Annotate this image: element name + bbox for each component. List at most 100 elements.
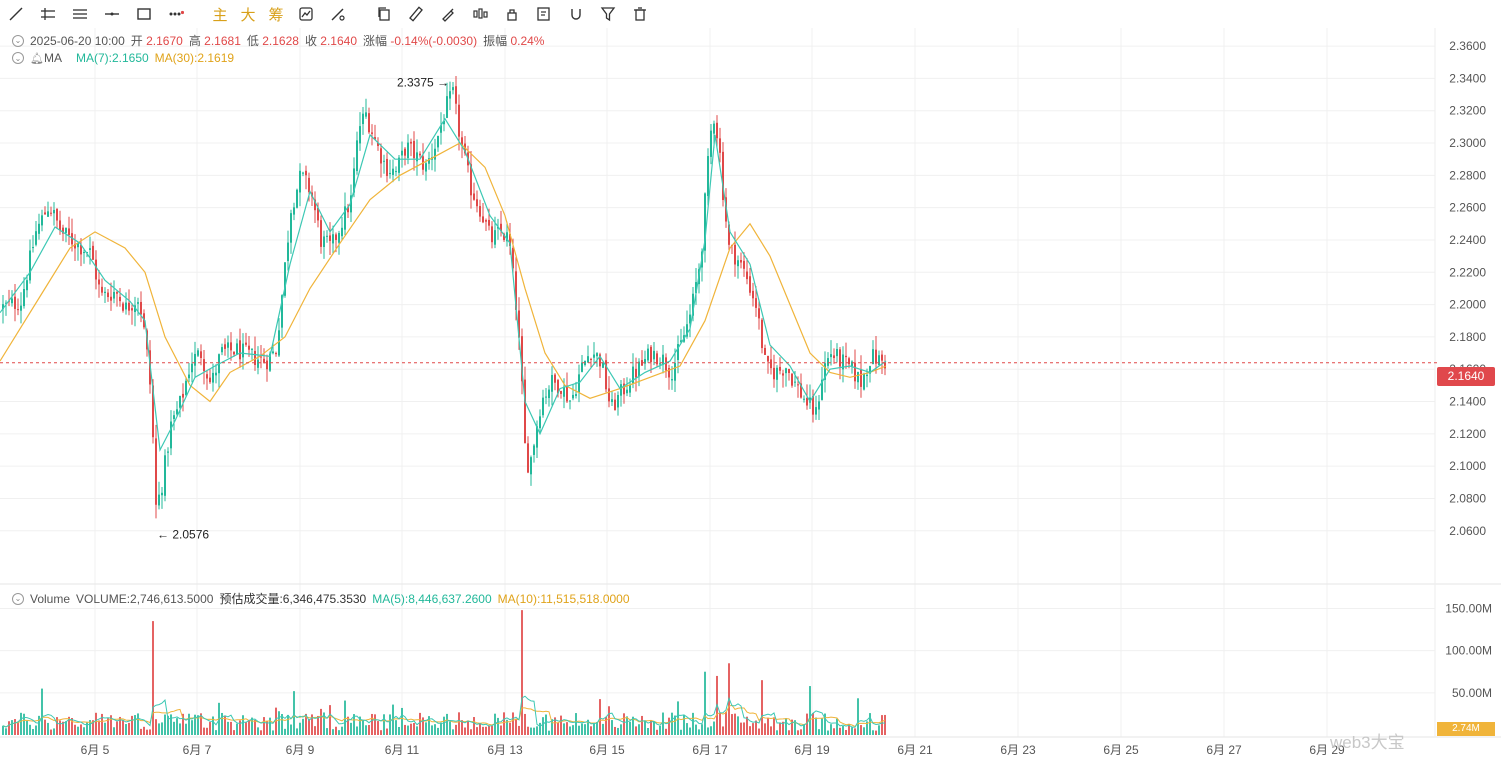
candle-body: [401, 150, 403, 156]
collapse-icon[interactable]: ⌄: [12, 34, 24, 47]
volume-bar: [647, 728, 649, 735]
volume-bar: [206, 727, 208, 735]
collapse-icon[interactable]: ⌄: [12, 52, 24, 64]
candle-body: [875, 349, 877, 364]
candle-body: [71, 233, 73, 245]
volume-bar: [749, 726, 751, 735]
candle-body: [710, 130, 712, 157]
candle-body: [815, 407, 817, 415]
vol-ma10-value: MA(10):11,515,518.0000: [497, 591, 630, 606]
volume-bar: [737, 716, 739, 735]
candle-body: [788, 368, 790, 374]
volume-bar: [296, 728, 298, 735]
volume-bar: [608, 706, 610, 735]
candle-body: [656, 353, 658, 365]
candle-type-icon[interactable]: [464, 0, 496, 28]
delete-icon[interactable]: [624, 0, 656, 28]
volume-bar: [335, 726, 337, 735]
volume-bar: [185, 723, 187, 735]
volume-bar: [800, 729, 802, 735]
volume-bar: [392, 704, 394, 735]
candle-body: [158, 494, 160, 506]
volume-bar: [476, 727, 478, 735]
candle-body: [113, 291, 115, 299]
low-label: 低: [246, 34, 259, 48]
horizontal-line-icon[interactable]: [96, 0, 128, 28]
volume-bar: [266, 720, 268, 735]
candle-body: [794, 381, 796, 383]
candle-body: [203, 359, 205, 372]
volume-bar: [638, 724, 640, 735]
big-order-button[interactable]: 大: [240, 6, 256, 24]
volume-bar: [629, 721, 631, 735]
bell-icon[interactable]: 🔔︎: [30, 52, 44, 65]
lock-icon[interactable]: [496, 0, 528, 28]
rectangle-icon[interactable]: [128, 0, 160, 28]
collapse-icon[interactable]: ⌄: [12, 592, 24, 605]
candle-body: [161, 492, 163, 496]
volume-bar: [467, 720, 469, 735]
candle-body: [263, 358, 265, 363]
candle-body: [629, 385, 631, 393]
volume-bar: [419, 712, 421, 735]
volume-bar: [71, 718, 73, 735]
candle-body: [179, 395, 181, 408]
volume-bar: [320, 708, 322, 735]
volume-bar: [194, 714, 196, 735]
line-tool-icon[interactable]: [0, 0, 32, 28]
candle-body: [419, 153, 421, 156]
volume-bar: [164, 714, 166, 735]
volume-bar: [488, 725, 490, 735]
magnet-icon[interactable]: [560, 0, 592, 28]
volume-bar: [563, 723, 565, 735]
volume-bar: [503, 712, 505, 735]
time-tick-label: 6月 27: [1206, 743, 1242, 757]
volume-bar: [281, 714, 283, 735]
candle-body: [842, 354, 844, 370]
edit-note-icon[interactable]: [528, 0, 560, 28]
indicator-icon[interactable]: [290, 0, 322, 28]
candle-body: [491, 226, 493, 243]
horizontal-ray-icon[interactable]: [32, 0, 64, 28]
measure-icon[interactable]: [322, 0, 354, 28]
candle-body: [485, 220, 487, 222]
volume-bar: [110, 715, 112, 735]
candle-body: [41, 215, 43, 226]
parallel-lines-icon[interactable]: [64, 0, 96, 28]
volume-bar: [314, 726, 316, 735]
volume-bar: [242, 715, 244, 735]
candle-body: [38, 223, 40, 234]
candle-body: [845, 355, 847, 358]
candle-body: [737, 260, 739, 267]
volume-bar: [347, 716, 349, 735]
volume-bar: [365, 725, 367, 735]
candle-body: [572, 394, 574, 399]
volume-bar: [257, 727, 259, 735]
candle-body: [230, 342, 232, 351]
candle-body: [761, 319, 763, 349]
candle-body: [836, 348, 838, 357]
brush-icon[interactable]: [432, 0, 464, 28]
volume-bar: [809, 686, 811, 735]
vol-ma5-value: MA(5):8,446,637.2600: [372, 591, 492, 606]
candle-body: [281, 295, 283, 328]
candle-body: [224, 344, 226, 349]
volume-bar: [212, 716, 214, 735]
volume-bar: [179, 723, 181, 735]
candle-body: [356, 140, 358, 172]
main-chart-button[interactable]: 主: [212, 6, 228, 24]
copy-icon[interactable]: [368, 0, 400, 28]
chips-button[interactable]: 筹: [268, 6, 284, 24]
volume-bar: [53, 728, 55, 735]
candle-body: [692, 293, 694, 316]
volume-bar: [842, 725, 844, 735]
candle-body: [608, 388, 610, 402]
more-shapes-icon[interactable]: [160, 0, 192, 28]
time-tick-label: 6月 21: [897, 743, 933, 757]
ruler-icon[interactable]: [400, 0, 432, 28]
filter-icon[interactable]: [592, 0, 624, 28]
candle-body: [125, 302, 127, 310]
current-price-tag: 2.1640: [1437, 367, 1495, 386]
candle-body: [659, 363, 661, 365]
